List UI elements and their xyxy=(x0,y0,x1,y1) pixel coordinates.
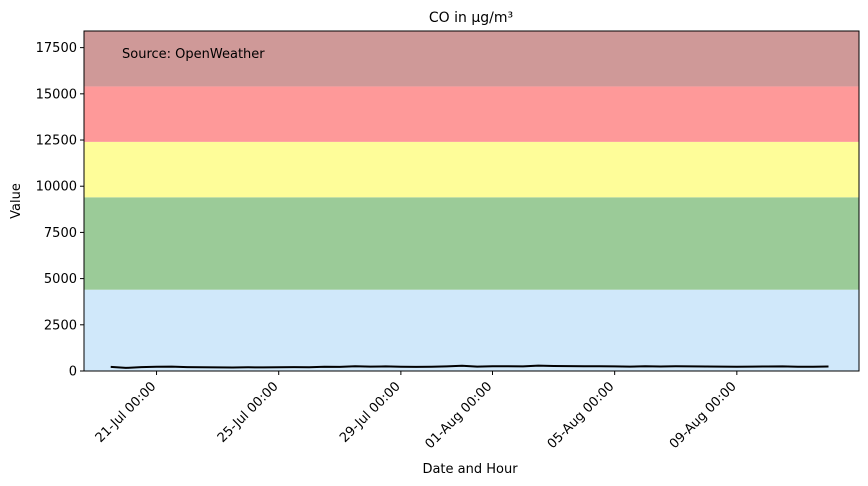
y-tick-label: 2500 xyxy=(44,318,77,333)
x-axis: 21-Jul 00:00 25-Jul 00:00 29-Jul 00:00 01-A… xyxy=(93,371,740,452)
chart-title: CO in µg/m³ xyxy=(429,10,513,26)
y-axis-label: Value xyxy=(9,183,24,219)
y-tick-label: 5000 xyxy=(44,272,77,287)
band-3 xyxy=(84,86,859,142)
series-layer xyxy=(110,364,829,369)
x-tick-label: 29-Jul 00:00 xyxy=(337,379,404,446)
y-axis: 0 2500 5000 7500 10000 12500 15000 17500 xyxy=(36,41,84,380)
x-tick-label: 05-Aug 00:00 xyxy=(545,379,618,452)
x-axis-label: Date and Hour xyxy=(422,462,518,477)
source-annotation: Source: OpenWeather xyxy=(122,47,265,62)
severity-bands xyxy=(84,31,859,371)
y-tick-label: 0 xyxy=(69,365,77,380)
x-tick-label: 09-Aug 00:00 xyxy=(667,379,740,452)
y-tick-label: 7500 xyxy=(44,226,77,241)
x-tick-label: 21-Jul 00:00 xyxy=(93,379,160,446)
band-0 xyxy=(84,289,859,371)
x-tick-label: 01-Aug 00:00 xyxy=(423,379,496,452)
series-line-0 xyxy=(110,364,829,369)
plot-frame xyxy=(83,30,860,372)
y-tick-label: 10000 xyxy=(36,180,77,195)
x-tick-label: 25-Jul 00:00 xyxy=(215,379,282,446)
band-4 xyxy=(84,31,859,87)
y-tick-label: 12500 xyxy=(36,134,77,149)
y-tick-label: 15000 xyxy=(36,87,77,102)
band-1 xyxy=(84,197,859,290)
y-tick-label: 17500 xyxy=(36,41,77,56)
band-2 xyxy=(84,141,859,198)
